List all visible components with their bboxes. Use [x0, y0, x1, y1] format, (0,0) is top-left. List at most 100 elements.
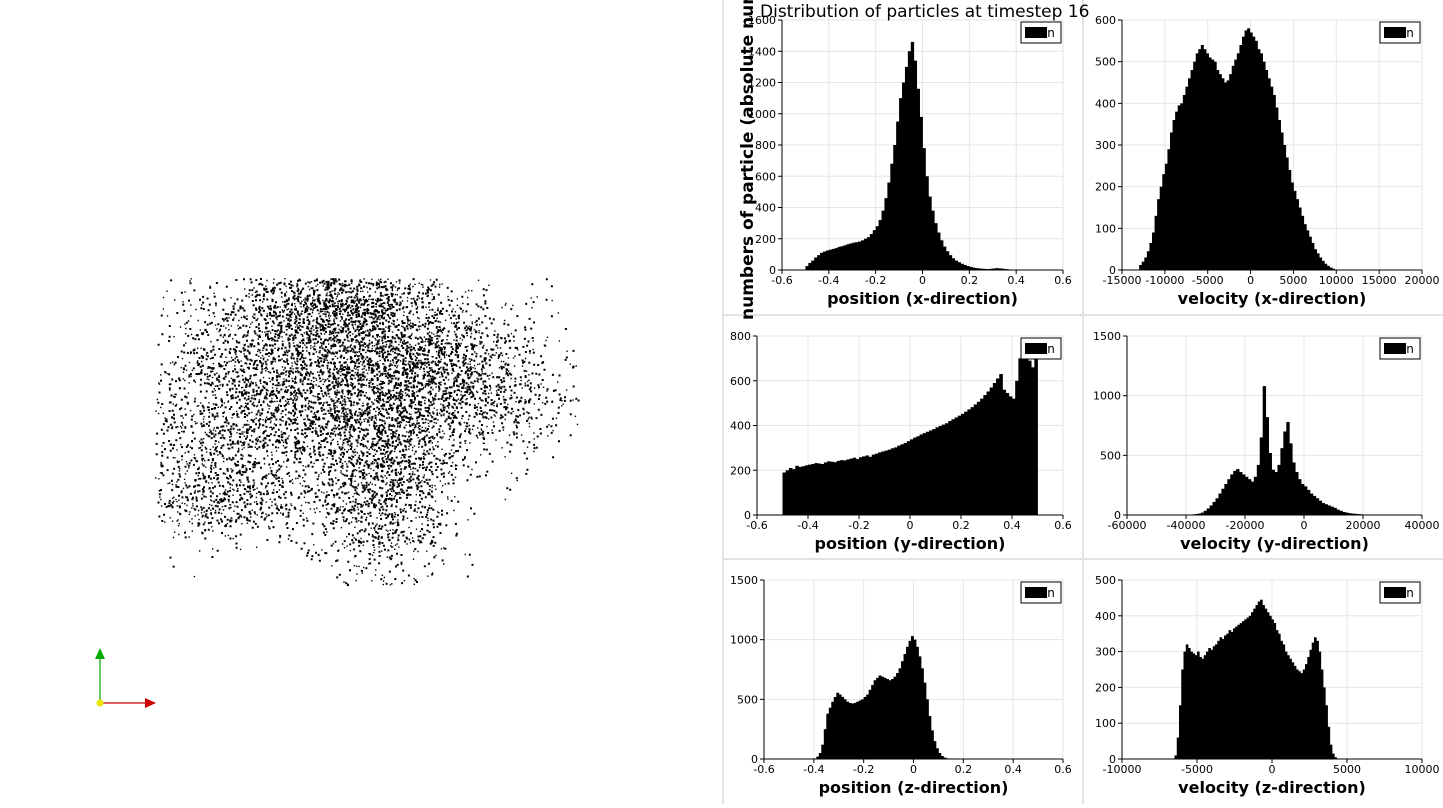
histogram-bar	[1165, 164, 1168, 270]
histogram-bar	[1313, 496, 1316, 515]
legend: n	[1380, 338, 1420, 359]
legend-swatch	[1025, 343, 1047, 354]
histogram-bar	[923, 433, 927, 515]
histogram-bar	[914, 61, 917, 270]
histogram-bar	[958, 262, 961, 270]
histogram-bar	[931, 211, 934, 270]
histogram-bar	[1221, 489, 1224, 515]
z-axis-origin-dot	[97, 700, 104, 707]
histogram-bar	[1237, 53, 1240, 270]
histogram-bar	[980, 399, 984, 515]
histogram-bar	[923, 148, 926, 270]
histogram-bar	[891, 679, 894, 759]
histogram-bar	[945, 423, 949, 515]
histogram-bar	[1180, 103, 1183, 270]
histogram-bar	[1327, 266, 1330, 270]
histogram-bar	[1196, 53, 1199, 270]
histogram-bar	[928, 197, 931, 270]
histogram-bar	[869, 690, 872, 759]
histogram-bar	[1301, 216, 1304, 270]
histogram-bar	[894, 447, 898, 515]
legend-label: n	[1406, 342, 1414, 356]
histogram-bar	[1319, 258, 1322, 271]
histogram-bar	[823, 252, 826, 270]
histogram-bar	[1233, 471, 1236, 515]
histogram-bar	[1263, 62, 1266, 270]
shared-y-axis-label: numbers of particle (absolute numbe	[738, 0, 758, 320]
histogram-bar	[918, 656, 921, 759]
legend: n	[1021, 22, 1061, 43]
histogram-bar	[1291, 183, 1294, 271]
histogram-bar	[884, 678, 887, 759]
histogram-bar	[879, 675, 882, 759]
histogram-bar	[843, 245, 846, 270]
x-tick-label: 40000	[1405, 519, 1440, 532]
page-title: Distribution of particles at timestep 16	[760, 2, 1089, 22]
histogram-bar	[1206, 53, 1209, 270]
histogram-bar	[884, 198, 887, 270]
histogram-bar	[827, 461, 831, 515]
x-tick-label: -20000	[1226, 519, 1265, 532]
histogram-bar	[1277, 465, 1280, 515]
histogram-bar	[819, 753, 822, 759]
histogram-bar	[1301, 484, 1304, 515]
x-tick-label: -0.4	[803, 763, 824, 776]
histogram-bar	[902, 83, 905, 271]
panel-divider-vertical[interactable]	[1082, 0, 1084, 804]
histogram-bar	[1260, 53, 1263, 270]
histogram-bar	[928, 716, 931, 759]
y-tick-label: 800	[755, 139, 776, 152]
histogram-bar	[1295, 472, 1298, 515]
y-tick-label: 500	[1100, 449, 1121, 462]
histogram-bar	[1242, 474, 1245, 515]
histogram-bar	[1022, 345, 1026, 515]
histogram-bar	[1214, 62, 1217, 270]
histogram-bar	[1239, 472, 1242, 515]
histogram-bar	[1209, 58, 1212, 271]
histogram-bar	[1311, 243, 1314, 270]
histogram-bar	[1224, 83, 1227, 271]
histogram-bar	[1203, 49, 1206, 270]
histogram-bar	[1173, 120, 1176, 270]
histogram-bar	[829, 708, 832, 759]
x-tick-label: -0.2	[853, 763, 874, 776]
histogram-bar	[1012, 399, 1016, 515]
histogram-bar	[1248, 479, 1251, 515]
histogram-bar	[1286, 158, 1289, 271]
histogram-bar	[1304, 486, 1307, 515]
histogram-bar	[841, 246, 844, 270]
histogram-bar	[821, 464, 825, 515]
histogram-bar	[897, 446, 901, 515]
histogram-bar	[852, 243, 855, 270]
histogram-bar	[1334, 508, 1337, 515]
x-tick-label: 0.2	[952, 519, 970, 532]
histogram-bar	[933, 741, 936, 759]
histogram-bar	[1018, 358, 1022, 515]
histogram-bar	[966, 266, 969, 270]
y-tick-label: 400	[1095, 97, 1116, 110]
histogram-bar	[834, 697, 837, 759]
histogram-bar	[1170, 133, 1173, 271]
histogram-bar	[829, 250, 832, 270]
particle-points	[155, 278, 580, 586]
3d-render-view[interactable]	[0, 0, 722, 804]
histogram-bar	[844, 699, 847, 759]
histogram-bar	[1139, 265, 1142, 270]
histogram-bar	[900, 444, 904, 515]
histogram-bar	[905, 67, 908, 270]
histogram-bar	[891, 448, 895, 515]
histogram-bar	[890, 164, 893, 270]
histogram-bar	[1155, 216, 1158, 270]
histogram-bar	[1245, 477, 1248, 515]
histogram-bar	[872, 455, 876, 515]
histogram-bar	[1230, 474, 1233, 515]
histogram-bar	[1185, 87, 1188, 270]
